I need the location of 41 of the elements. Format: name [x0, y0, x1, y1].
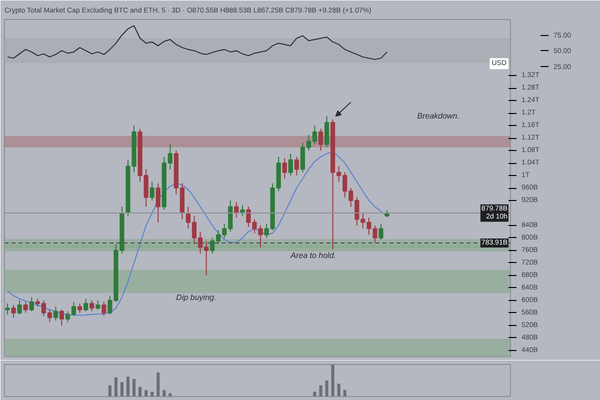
candlestick	[96, 300, 100, 310]
bar	[331, 364, 334, 396]
bar	[313, 392, 316, 396]
bar	[337, 384, 340, 396]
bar	[132, 378, 136, 396]
annotation: Breakdown.	[417, 111, 460, 120]
bar	[120, 382, 124, 396]
candlestick	[282, 158, 287, 180]
candlestick	[84, 298, 88, 312]
candlestick	[5, 302, 10, 315]
bar	[114, 377, 118, 396]
bar	[144, 390, 148, 396]
candlestick	[11, 304, 16, 318]
bar	[156, 372, 160, 396]
candlestick	[77, 302, 82, 314]
candlestick	[53, 306, 58, 322]
candlestick	[59, 309, 64, 326]
bar	[325, 380, 328, 396]
candlestick	[324, 116, 330, 148]
candlestick	[150, 181, 154, 201]
candlestick	[17, 300, 22, 315]
annotation: Dip buying.	[176, 292, 216, 302]
candlestick	[288, 153, 293, 176]
bar	[162, 390, 166, 396]
candlestick	[294, 156, 299, 176]
bar	[108, 385, 112, 396]
bar	[319, 385, 322, 396]
bar	[343, 390, 346, 396]
bar	[168, 393, 172, 396]
bar	[126, 376, 130, 396]
bar	[150, 392, 154, 396]
candlestick	[156, 182, 160, 223]
candlestick	[318, 128, 324, 152]
bar	[138, 386, 142, 396]
line-series	[7, 25, 388, 60]
candlestick	[90, 300, 94, 312]
annotation: Area to hold.	[290, 251, 336, 260]
candlestick	[378, 223, 384, 240]
candlestick	[102, 301, 106, 316]
candlestick	[29, 296, 34, 312]
candlestick	[23, 301, 28, 314]
